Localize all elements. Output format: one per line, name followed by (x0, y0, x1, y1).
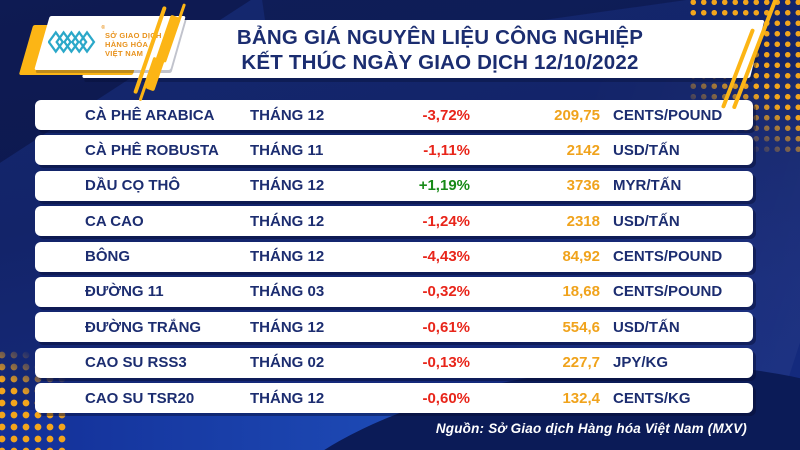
row-name: CAO SU RSS3 (85, 354, 187, 372)
table-row: ĐƯỜNG 11 THÁNG 03 -0,32% 18,68 CENTS/POU… (35, 276, 753, 307)
row-price: 84,92 (562, 248, 600, 266)
row-change: -4,43% (422, 248, 470, 266)
table-row: CA CAO THÁNG 12 -1,24% 2318 USD/TẤN (35, 206, 753, 237)
table-row: CÀ PHÊ ARABICA THÁNG 12 -3,72% 209,75 CE… (35, 100, 753, 130)
row-name: CA CAO (85, 212, 144, 230)
row-price: 227,7 (562, 354, 600, 372)
source-text: Nguồn: Sở Giao dịch Hàng hóa Việt Nam (M… (435, 421, 747, 436)
table-row: CÀ PHÊ ROBUSTA THÁNG 11 -1,11% 2142 USD/… (35, 135, 753, 166)
price-table: CÀ PHÊ ARABICA THÁNG 12 -3,72% 209,75 CE… (35, 100, 753, 419)
row-name: CÀ PHÊ ROBUSTA (85, 141, 219, 159)
row-name: CAO SU TSR20 (85, 389, 195, 407)
title-line1: BẢNG GIÁ NGUYÊN LIỆU CÔNG NGHIỆP (236, 26, 644, 49)
row-unit: USD/TẤN (613, 212, 680, 230)
row-change: -0,60% (422, 389, 470, 407)
row-price: 554,6 (562, 318, 600, 336)
row-price: 2142 (566, 141, 600, 159)
row-change: +1,19% (418, 177, 470, 195)
row-month: THÁNG 12 (250, 106, 325, 124)
row-price: 3736 (566, 177, 600, 195)
row-change: -0,61% (422, 318, 470, 336)
row-month: THÁNG 12 (250, 318, 325, 336)
row-unit: USD/TẤN (613, 141, 680, 159)
table-row: CAO SU RSS3 THÁNG 02 -0,13% 227,7 JPY/KG (35, 347, 753, 378)
logo-org-line3: VIỆT NAM (105, 48, 144, 58)
mxv-logo: ® SỞ GIAO DỊCH HÀNG HÓA VIỆT NAM (47, 23, 180, 65)
row-price: 2318 (566, 212, 600, 230)
title-line2: KẾT THÚC NGÀY GIAO DỊCH 12/10/2022 (241, 51, 639, 74)
row-change: -0,13% (422, 354, 470, 372)
table-row: ĐƯỜNG TRẮNG THÁNG 12 -0,61% 554,6 USD/TẤ… (35, 312, 753, 343)
row-month: THÁNG 12 (250, 177, 325, 195)
row-unit: USD/TẤN (613, 318, 680, 336)
table-row: BÔNG THÁNG 12 -4,43% 84,92 CENTS/POUND (35, 241, 753, 272)
row-month: THÁNG 12 (250, 212, 325, 230)
row-unit: CENTS/POUND (613, 106, 723, 124)
row-name: ĐƯỜNG TRẮNG (85, 318, 202, 336)
mxv-chevron-icon: ® (47, 25, 105, 60)
table-row: DẦU CỌ THÔ THÁNG 12 +1,19% 3736 MYR/TẤN (35, 170, 753, 201)
logo-org-name: SỞ GIAO DỊCH HÀNG HÓA VIỆT NAM (105, 31, 162, 58)
row-month: THÁNG 11 (250, 141, 324, 159)
row-name: ĐƯỜNG 11 (85, 283, 164, 301)
row-month: THÁNG 12 (250, 248, 325, 266)
row-month: THÁNG 02 (250, 354, 325, 372)
row-name: BÔNG (85, 248, 130, 266)
row-price: 18,68 (562, 283, 600, 301)
logo-org-line2: HÀNG HÓA (105, 39, 149, 49)
row-unit: CENTS/KG (613, 389, 691, 407)
table-row: CAO SU TSR20 THÁNG 12 -0,60% 132,4 CENTS… (35, 383, 753, 414)
registered-mark-icon: ® (101, 24, 105, 31)
row-change: -0,32% (422, 283, 470, 301)
row-unit: MYR/TẤN (613, 177, 682, 195)
row-change: -1,24% (422, 212, 470, 230)
row-unit: CENTS/POUND (613, 248, 723, 266)
row-unit: JPY/KG (613, 354, 669, 372)
row-name: CÀ PHÊ ARABICA (85, 106, 215, 124)
page-title: BẢNG GIÁ NGUYÊN LIỆU CÔNG NGHIỆP KẾT THÚ… (185, 25, 695, 75)
logo-org-line1: SỞ GIAO DỊCH (105, 30, 162, 40)
row-change: -3,72% (422, 106, 470, 124)
row-change: -1,11% (423, 141, 470, 159)
row-unit: CENTS/POUND (613, 283, 723, 301)
row-price: 209,75 (554, 106, 600, 124)
row-month: THÁNG 03 (250, 283, 325, 301)
row-month: THÁNG 12 (250, 389, 325, 407)
row-name: DẦU CỌ THÔ (85, 177, 180, 195)
row-price: 132,4 (562, 389, 600, 407)
